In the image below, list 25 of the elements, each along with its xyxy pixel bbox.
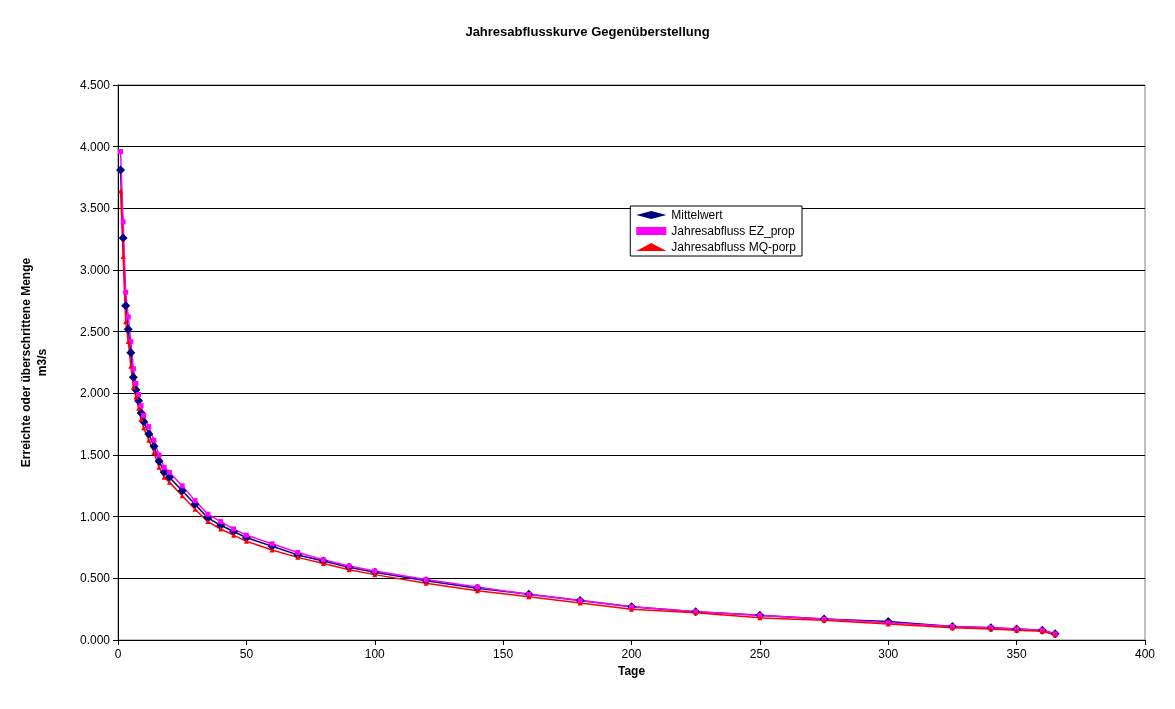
x-tick-label: 100 bbox=[364, 647, 386, 661]
x-axis-title: Tage bbox=[617, 664, 646, 678]
x-tick-label: 200 bbox=[621, 647, 642, 661]
x-tick-label: 150 bbox=[493, 647, 514, 661]
chart-title: Jahresabflusskurve Gegenüberstellung bbox=[465, 24, 710, 39]
y-axis-title: Erreichte oder überschrittene Menge m3/s bbox=[19, 257, 49, 468]
x-tick-label: 0 bbox=[114, 647, 122, 661]
x-tick-label: 400 bbox=[1134, 647, 1156, 661]
x-tick-label: 50 bbox=[239, 647, 254, 661]
y-tick-label: 3.000 bbox=[79, 263, 111, 277]
x-tick-label: 300 bbox=[878, 647, 899, 661]
y-tick-label: 0.500 bbox=[79, 571, 111, 586]
x-tick-label: 350 bbox=[1006, 647, 1027, 661]
legend-label: Jahresabfluss MQ-porp bbox=[671, 240, 797, 254]
y-tick-label: 2.000 bbox=[79, 386, 111, 401]
x-tick-label: 250 bbox=[749, 647, 771, 661]
legend-label: Jahresabfluss EZ_prop bbox=[671, 224, 796, 238]
legend-label: Mittelwert bbox=[671, 208, 724, 222]
y-tick-label: 4.500 bbox=[79, 78, 111, 92]
y-tick-label: 1.000 bbox=[79, 509, 111, 524]
y-tick-label: 0.000 bbox=[79, 633, 111, 647]
y-tick-label: 4.000 bbox=[79, 139, 111, 154]
y-tick-label: 2.500 bbox=[79, 324, 111, 339]
y-tick-label: 1.500 bbox=[79, 448, 111, 462]
y-tick-label: 3.500 bbox=[79, 201, 111, 216]
